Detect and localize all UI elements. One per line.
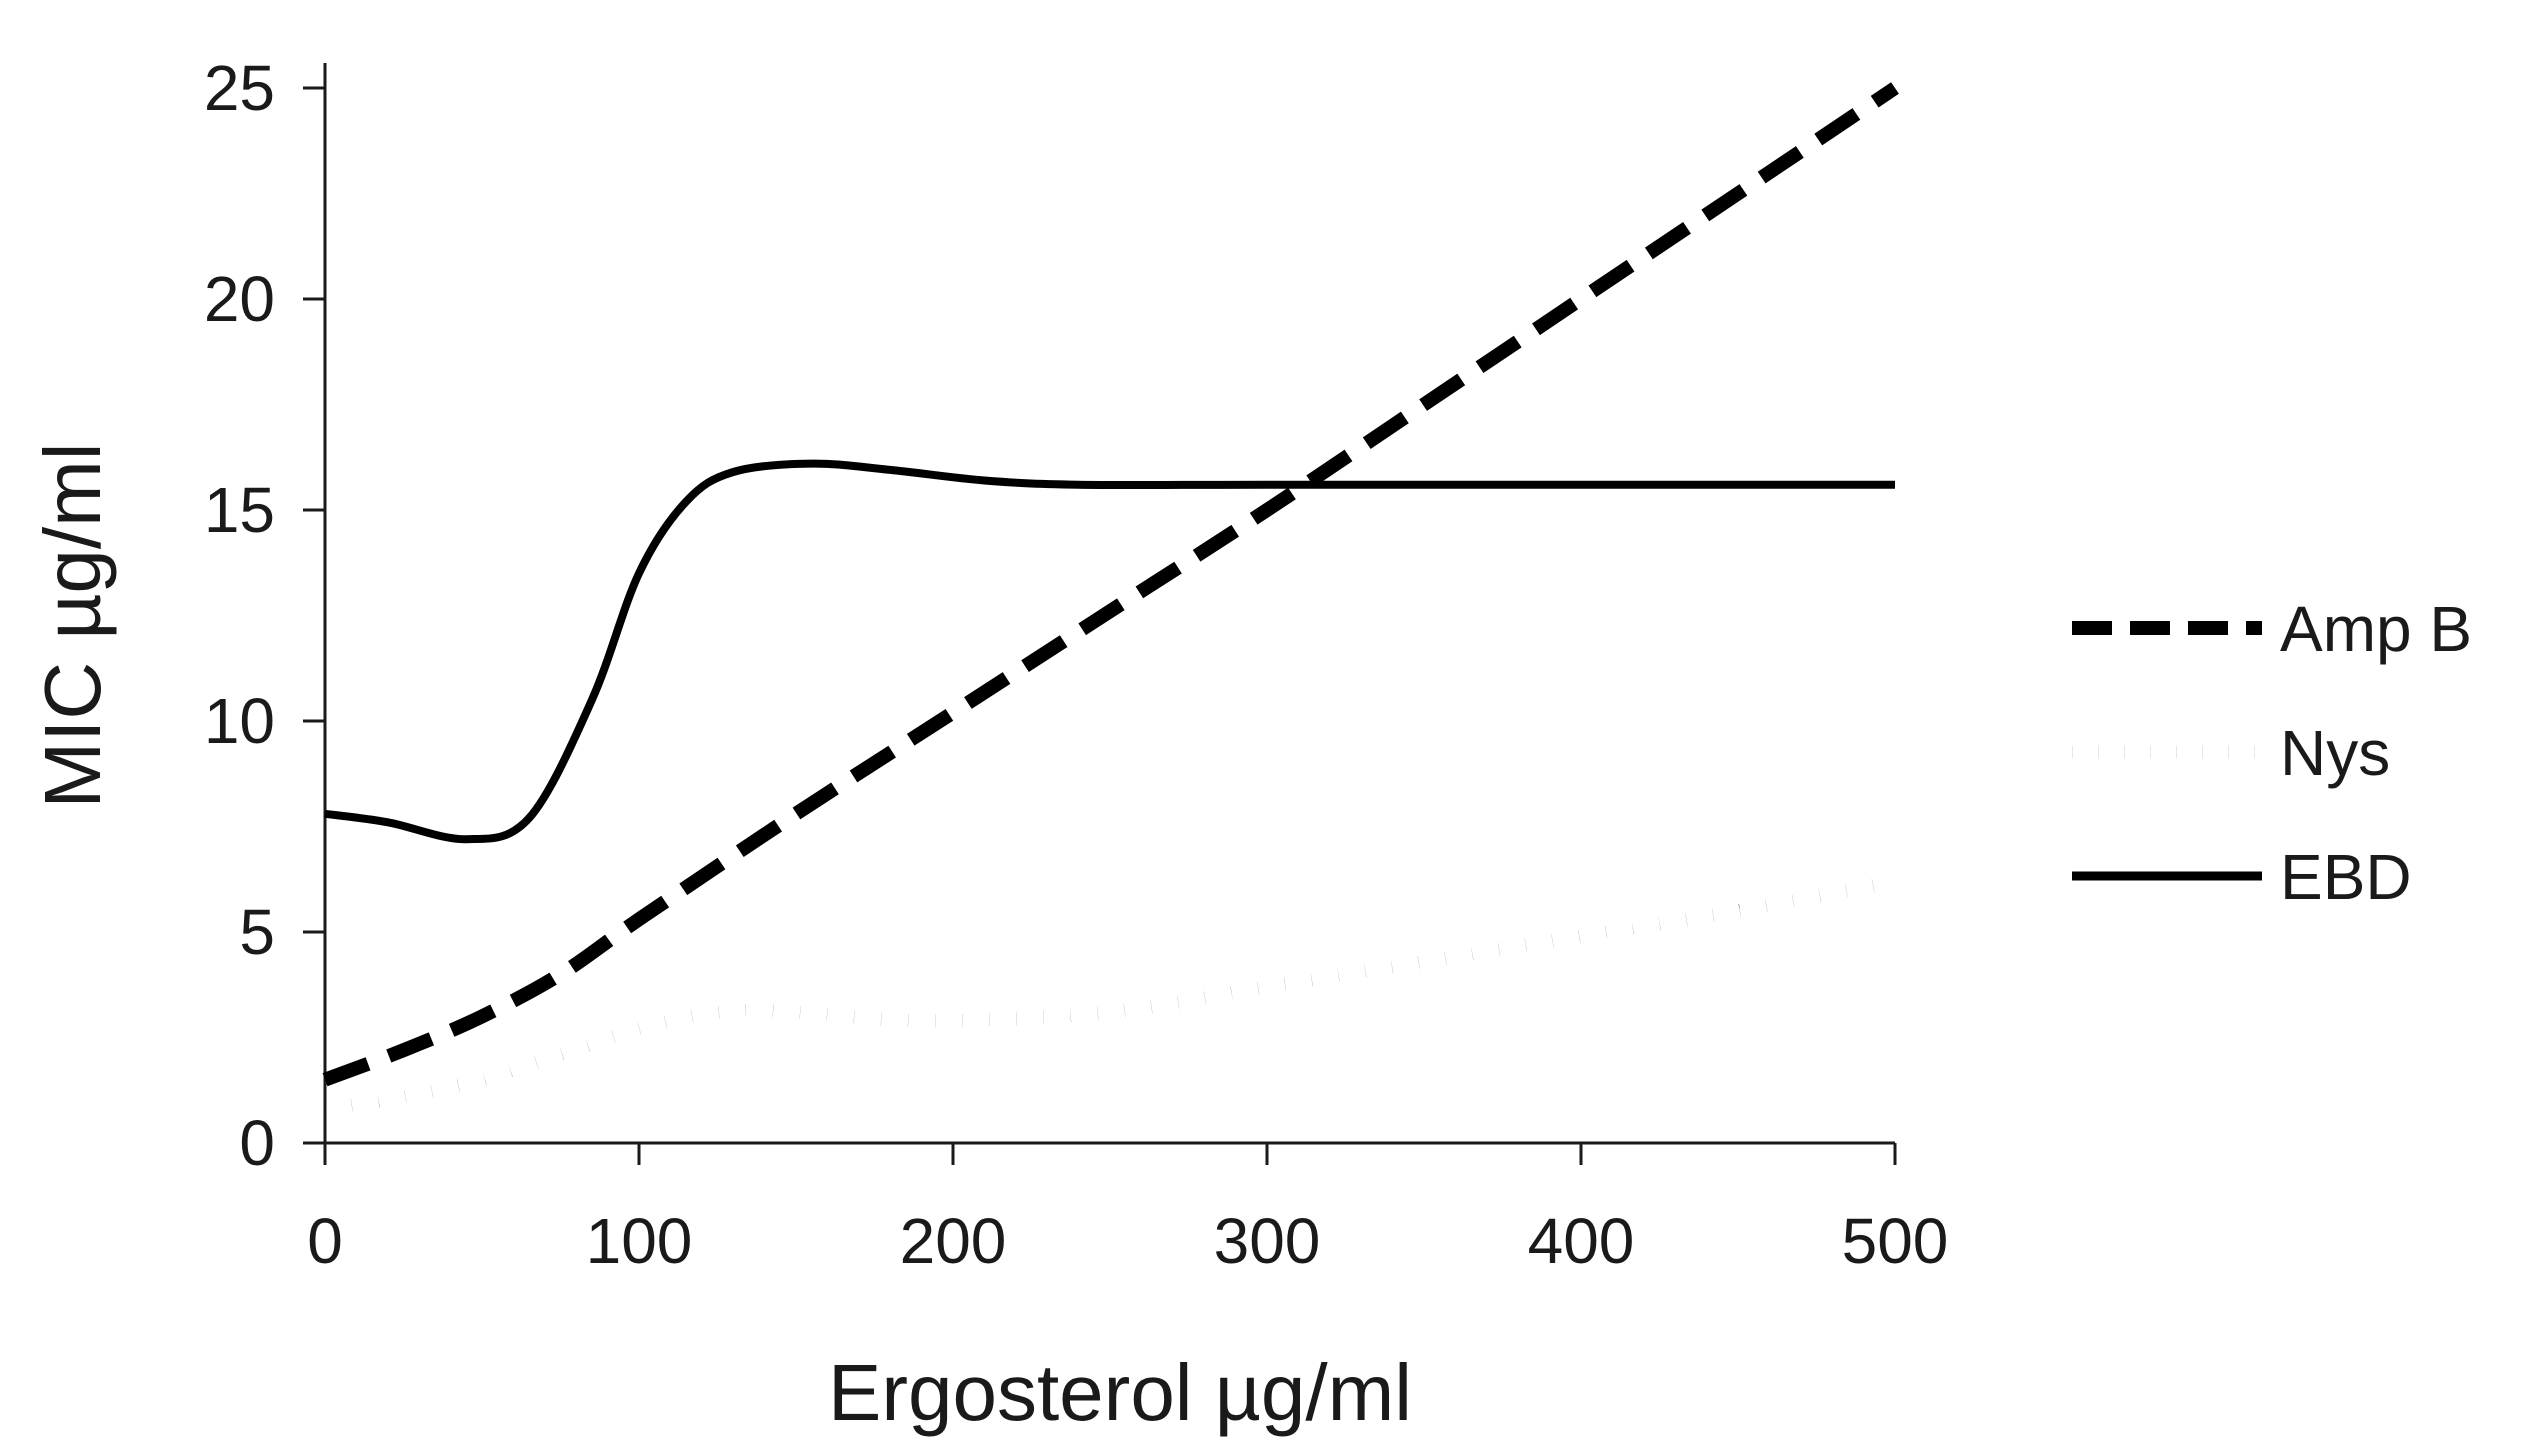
legend-label: Nys xyxy=(2280,717,2390,789)
y-tick-label: 5 xyxy=(239,896,275,968)
legend-item-amp-b: Amp B xyxy=(2072,593,2472,665)
x-tick-label: 100 xyxy=(586,1205,693,1277)
x-axis-title: Ergosterol µg/ml xyxy=(828,1348,1412,1437)
y-ticks: 0 5 10 15 20 25 xyxy=(204,52,325,1179)
legend-item-nys: Nys xyxy=(2072,717,2390,789)
y-tick-label: 25 xyxy=(204,52,275,124)
x-tick-label: 500 xyxy=(1842,1205,1949,1277)
series-group xyxy=(322,82,1899,1116)
x-tick-label: 300 xyxy=(1214,1205,1321,1277)
x-ticks: 0 100 200 300 400 500 xyxy=(307,1143,1948,1277)
x-tick-label: 200 xyxy=(900,1205,1007,1277)
legend: Amp B Nys EBD xyxy=(2072,593,2472,913)
x-tick-label: 400 xyxy=(1528,1205,1635,1277)
series-line-nys xyxy=(323,875,1897,1116)
y-tick-label: 10 xyxy=(204,685,275,757)
series-line-amp-b xyxy=(322,82,1899,1087)
y-tick-label: 15 xyxy=(204,474,275,546)
y-tick-label: 0 xyxy=(239,1107,275,1179)
x-tick-label: 0 xyxy=(307,1205,343,1277)
y-axis-title: MIC µg/ml xyxy=(28,442,117,808)
legend-item-ebd: EBD xyxy=(2072,841,2412,913)
legend-label: EBD xyxy=(2280,841,2412,913)
legend-label: Amp B xyxy=(2280,593,2472,665)
axes: 0 5 10 15 20 25 0 100 200 300 400 500 xyxy=(204,52,1949,1277)
series-line-ebd xyxy=(324,459,1895,844)
y-tick-label: 20 xyxy=(204,263,275,335)
